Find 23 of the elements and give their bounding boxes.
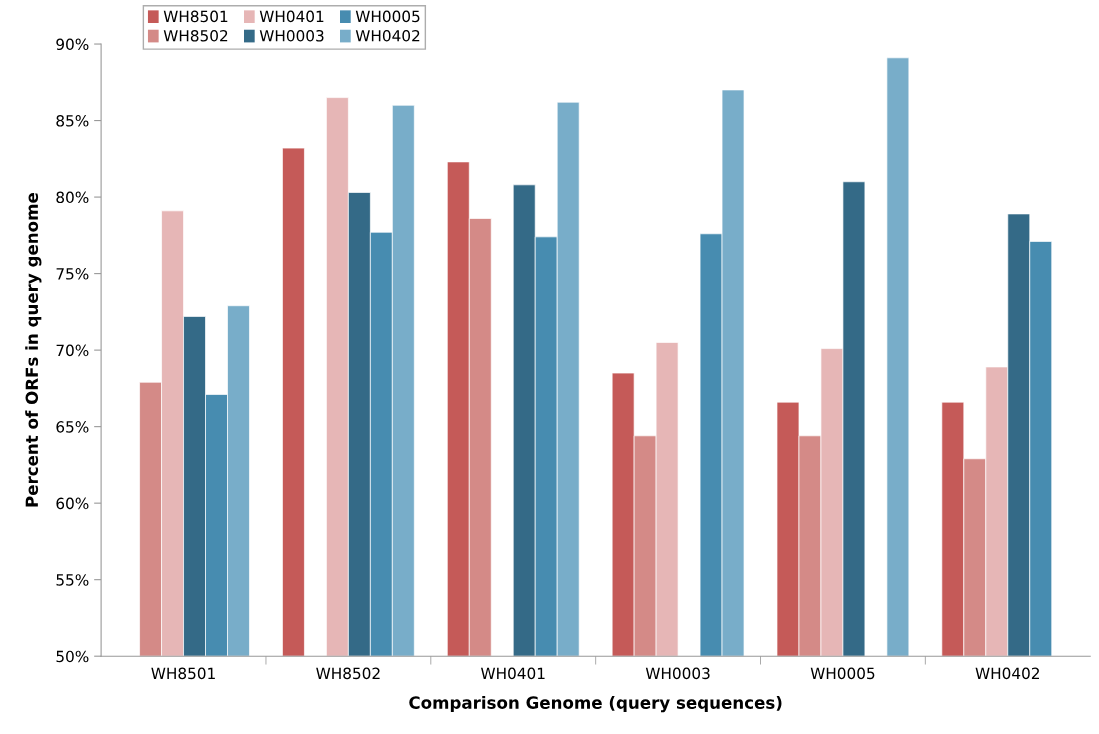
y-tick-label: 85% — [56, 115, 89, 127]
y-axis-title: Percent of ORFs in query genome — [25, 193, 42, 507]
y-tick-label: 80% — [56, 191, 89, 204]
y-tick-label: 55% — [56, 574, 89, 586]
x-tick-label: WH8502 — [316, 667, 380, 680]
y-tick-label: 60% — [56, 497, 89, 510]
legend-label: WH8501 — [163, 10, 228, 23]
legend-label: WH8502 — [163, 29, 228, 42]
y-tick-label: 75% — [56, 268, 89, 280]
y-tick-label: 65% — [56, 421, 89, 433]
legend-label: WH0401 — [259, 10, 324, 23]
x-axis-title: Comparison Genome (query sequences) — [409, 695, 782, 713]
x-tick-label: WH0003 — [645, 667, 710, 680]
x-tick-label: WH0005 — [810, 667, 875, 680]
y-tick-label: 50% — [56, 650, 89, 663]
legend-label: WH0003 — [259, 29, 324, 42]
x-tick-label: WH0402 — [975, 667, 1039, 680]
legend-label: WH0005 — [355, 10, 420, 23]
x-tick-label: WH0401 — [481, 667, 545, 680]
x-tick-label: WH8501 — [151, 667, 215, 680]
y-tick-label: 70% — [56, 344, 89, 357]
legend-label: WH0402 — [355, 29, 420, 42]
y-tick-label: 90% — [56, 38, 89, 51]
